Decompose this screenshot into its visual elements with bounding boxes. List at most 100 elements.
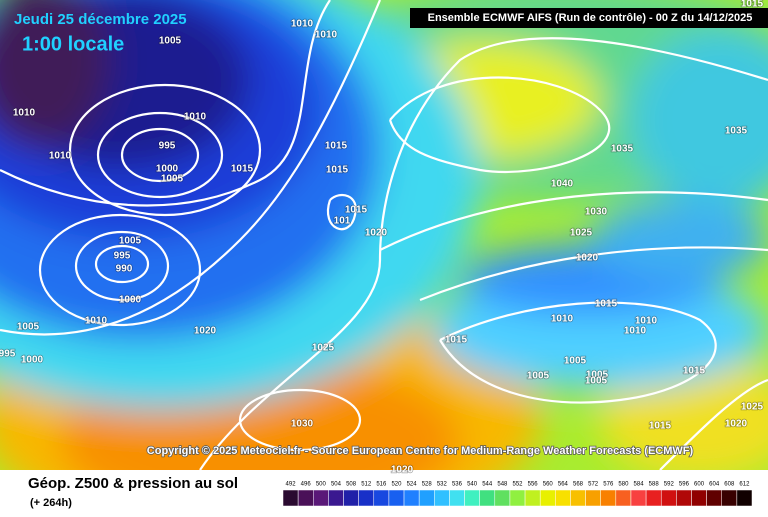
isobar-label: 1010: [551, 314, 574, 325]
isobar-label: 1025: [312, 343, 335, 354]
colorbar-label: 588: [649, 482, 660, 488]
colorbar-label: 604: [709, 482, 720, 488]
isobar-label: 1010: [315, 30, 338, 41]
isobar-label: 1020: [194, 326, 217, 337]
colorbar-label: 572: [588, 482, 599, 488]
isobar-label: 1010: [291, 19, 314, 30]
colorbar-swatch: [555, 489, 571, 507]
isobar-label: 1005: [586, 370, 609, 381]
footer-title: Géop. Z500 & pression au sol: [28, 475, 238, 492]
colorbar-swatch: [434, 489, 450, 507]
colorbar-swatch: [736, 489, 753, 507]
colorbar-label: 592: [664, 482, 675, 488]
isobars: [0, 0, 768, 470]
isobar-label: 1010: [13, 108, 36, 119]
colorbar-swatch: [660, 489, 677, 507]
colorbar-label: 500: [316, 482, 327, 488]
isobar-label: 1025: [570, 228, 593, 239]
run-banner: [410, 8, 768, 28]
isobar-label: 995: [114, 251, 131, 262]
isobar-label: 1040: [551, 179, 574, 190]
time: 1:00 locale: [22, 33, 124, 55]
colorbar-label: 548: [497, 482, 508, 488]
colorbar-label: 560: [543, 482, 554, 488]
colorbar-label: 556: [528, 482, 539, 488]
colorbar-swatch: [676, 489, 692, 507]
colorbar-swatch: [313, 489, 329, 507]
isobar-label: 1035: [611, 144, 634, 155]
isobar-label: 1005: [119, 236, 142, 247]
colorbar-swatch: [343, 489, 359, 507]
colorbar-swatch: [721, 489, 738, 507]
colorbar-label: 508: [346, 482, 357, 488]
isobar-label: 1030: [291, 419, 314, 430]
colorbar-label: 540: [467, 482, 478, 488]
isobar-label: 1015: [595, 299, 618, 310]
colorbar-label: 600: [694, 482, 705, 488]
isobar-label: 995: [159, 141, 176, 152]
isobar-label: 1020: [391, 465, 414, 476]
isobar-label: 1005: [564, 356, 587, 367]
isobar-label: 1015: [445, 335, 468, 346]
isobar-label: 1005: [527, 371, 550, 382]
copyright: Copyright © 2025 Meteociel.fr - Source E…: [147, 445, 694, 457]
colorbar-label: 576: [603, 482, 614, 488]
colorbar-swatch: [464, 489, 480, 507]
colorbar-label: 532: [437, 482, 448, 488]
colorbar-swatch: [388, 489, 405, 507]
colorbar-label: 536: [452, 482, 463, 488]
isobar-label: 1010: [49, 151, 72, 162]
colorbar-swatch: [418, 489, 435, 507]
colorbar-swatch: [509, 489, 526, 507]
colorbar-label: 552: [512, 482, 523, 488]
isobar-label: 1025: [741, 402, 764, 413]
colorbar-swatch: [615, 489, 632, 507]
isobar-label: 1015: [325, 141, 348, 152]
isobar-label: 1020: [365, 228, 388, 239]
isobar-label: 1000: [21, 355, 44, 366]
colorbar-label: 596: [679, 482, 690, 488]
isobar-label: 1010: [184, 112, 207, 123]
colorbar-swatch: [494, 489, 511, 507]
isobar-label: 1030: [585, 207, 608, 218]
isobar-label: 995: [0, 349, 16, 360]
isobar-label: 1000: [119, 295, 142, 306]
colorbar-label: 512: [361, 482, 372, 488]
isobar-label: 1005: [585, 376, 608, 387]
colorbar-swatch: [524, 489, 541, 507]
isobar-label: 990: [116, 264, 133, 275]
colorbar-swatch: [297, 489, 314, 507]
isobar-label: 1015: [345, 205, 368, 216]
isobar-label: 1010: [635, 316, 658, 327]
colorbar-swatch: [539, 489, 556, 507]
colorbar-label: 580: [618, 482, 629, 488]
colorbar-swatch: [282, 489, 299, 507]
colorbar-swatch: [691, 489, 707, 507]
isobar-label: 1005: [17, 322, 40, 333]
isobar-label: 1010: [624, 326, 647, 337]
colorbar-label: 496: [301, 482, 312, 488]
isobar-label: 1015: [741, 0, 764, 10]
colorbar-label: 528: [422, 482, 433, 488]
colorbar-swatch: [403, 489, 420, 507]
colorbar-swatch: [645, 489, 662, 507]
colorbar-swatch: [600, 489, 617, 507]
colorbar: 492 496 500 504 508 512 516 520 524 528 532 536 540 5…: [282, 482, 753, 507]
colorbar-label: 520: [391, 482, 402, 488]
colorbar-swatch: [449, 489, 465, 507]
isobar-label: 1015: [649, 421, 672, 432]
isobar-label: 1000: [156, 164, 179, 175]
colorbar-swatch: [630, 489, 647, 507]
run-info: Ensemble ECMWF AIFS (Run de contrôle) - …: [428, 12, 753, 24]
colorbar-label: 568: [573, 482, 584, 488]
colorbar-swatch: [570, 489, 586, 507]
colorbar-label: 544: [482, 482, 493, 488]
colorbar-swatch: [328, 489, 344, 507]
isobar-label: 1015: [683, 366, 706, 377]
colorbar-label: 584: [634, 482, 645, 488]
colorbar-label: 504: [331, 482, 342, 488]
colorbar-swatch: [585, 489, 601, 507]
